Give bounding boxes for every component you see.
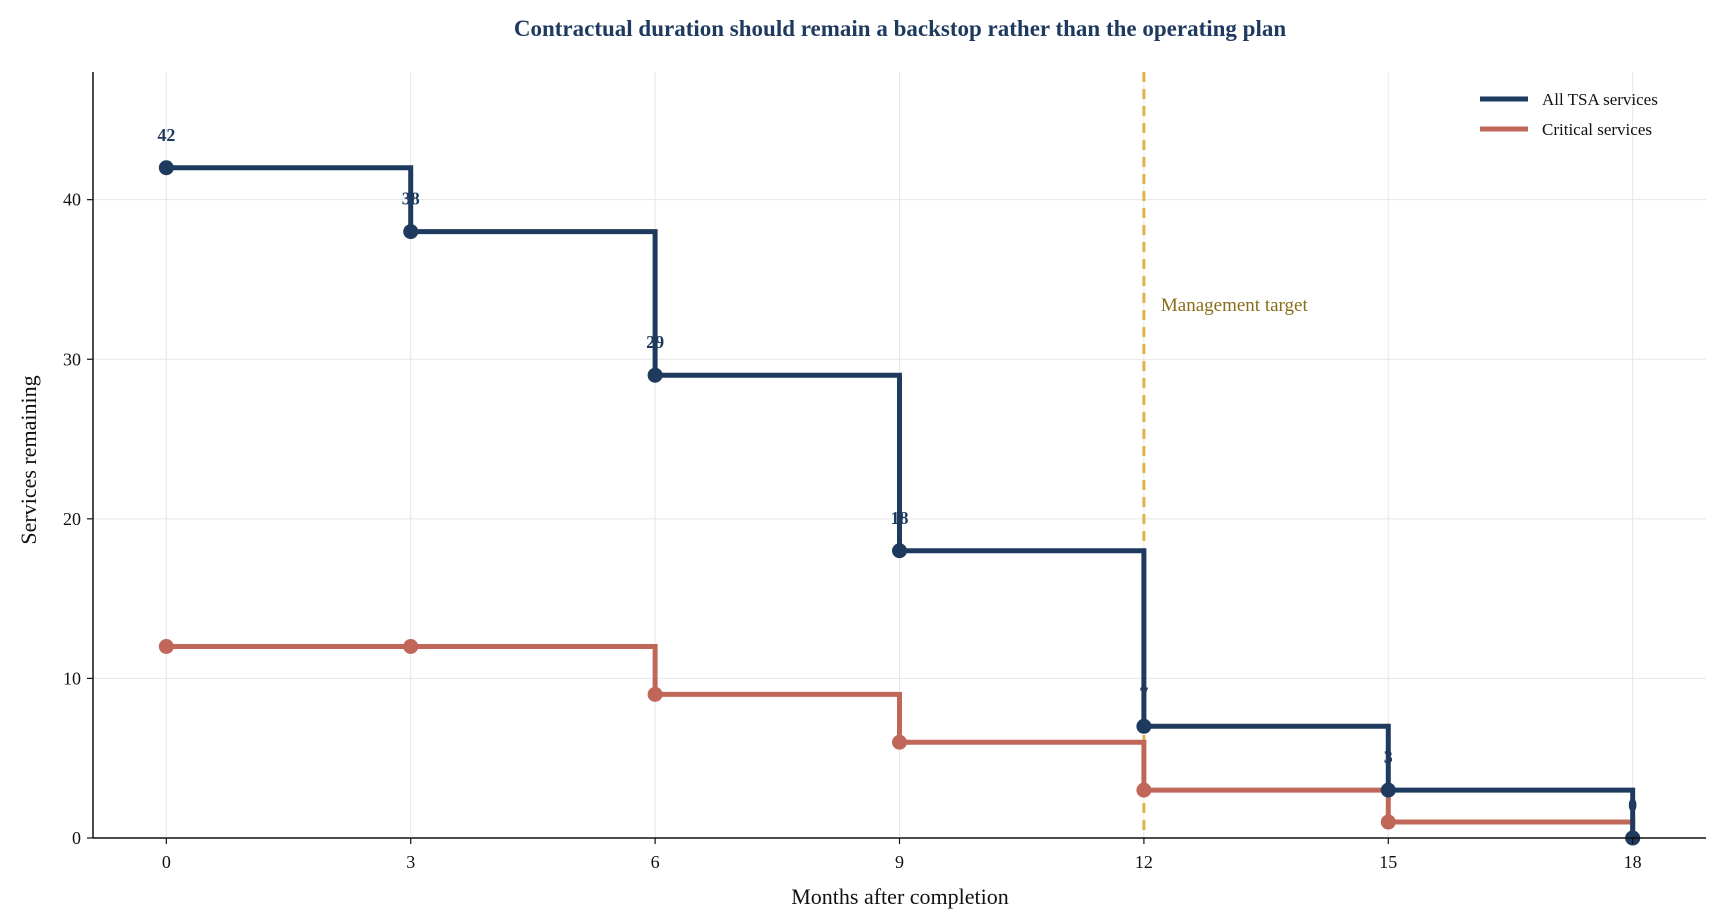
data-label-0: 42 <box>157 125 175 145</box>
data-label-2: 29 <box>646 332 664 352</box>
series-0-point-1 <box>403 224 419 240</box>
data-labels: 42 38 29 18 7 3 0 <box>157 125 1637 815</box>
data-label-6: 0 <box>1628 795 1637 815</box>
x-tick-label-18: 18 <box>1624 852 1642 872</box>
series-0-point-3 <box>892 543 907 559</box>
series-1-point-0 <box>158 639 174 654</box>
data-label-3: 18 <box>891 508 909 528</box>
series-1-point-4 <box>1136 782 1152 798</box>
annotations: Management target <box>1142 72 1309 838</box>
series-1-point-2 <box>647 686 663 702</box>
series-1-point-1 <box>403 639 419 654</box>
data-label-5: 3 <box>1384 747 1393 767</box>
series-1-point-5 <box>1380 814 1396 830</box>
y-tick-label-0: 0 <box>72 828 81 848</box>
series-0-point-0 <box>158 160 174 176</box>
y-tick-label-30: 30 <box>63 349 81 369</box>
data-label-4: 7 <box>1139 683 1148 703</box>
chart-title: Contractual duration should remain a bac… <box>514 16 1286 41</box>
x-tick-label-3: 3 <box>406 852 415 872</box>
x-tick-label-12: 12 <box>1135 852 1153 872</box>
x-axis-title: Months after completion <box>791 884 1009 909</box>
target-label: Management target <box>1161 295 1309 316</box>
x-tick-label-15: 15 <box>1379 852 1397 872</box>
data-label-1: 38 <box>402 189 420 209</box>
legend-label-1: Critical services <box>1542 120 1652 139</box>
series-1-point-3 <box>892 734 907 750</box>
x-tick-label-9: 9 <box>895 852 904 872</box>
series-0-point-4 <box>1136 718 1152 734</box>
legend-label-0: All TSA services <box>1542 90 1658 109</box>
x-tick-label-0: 0 <box>162 852 171 872</box>
series-0-point-2 <box>647 367 663 383</box>
series-line-1 <box>166 644 1636 838</box>
series-0-point-5 <box>1380 782 1396 798</box>
series-layer <box>158 160 1641 846</box>
y-tick-label-10: 10 <box>63 668 81 688</box>
legend: All TSA services Critical services <box>1480 90 1658 139</box>
x-tick-label-6: 6 <box>651 852 660 872</box>
y-tick-label-20: 20 <box>63 509 81 529</box>
y-tick-label-40: 40 <box>63 190 81 210</box>
y-axis-title: Services remaining <box>16 375 41 544</box>
